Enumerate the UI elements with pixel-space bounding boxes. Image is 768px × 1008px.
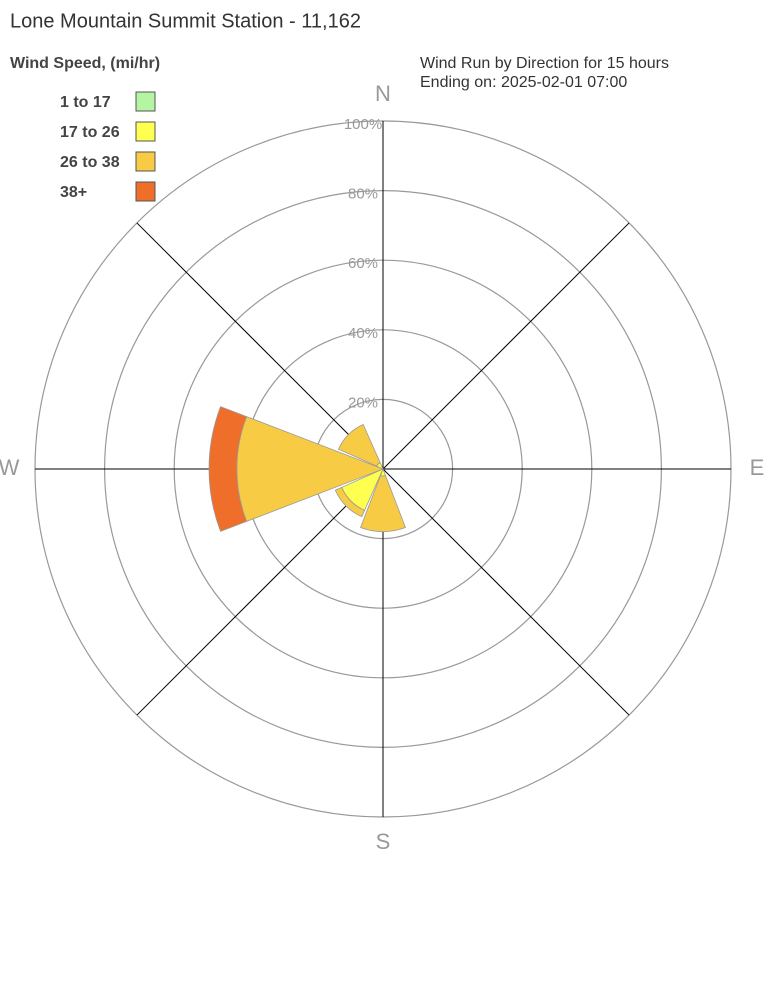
spoke — [382, 222, 630, 470]
r-tick-label: 20% — [348, 394, 378, 411]
legend-swatch — [135, 91, 156, 112]
legend-label: 38+ — [60, 184, 87, 201]
direction-label: W — [0, 455, 20, 480]
r-tick-label: 40% — [348, 325, 378, 342]
legend-swatch — [135, 151, 156, 172]
legend-label: 1 to 17 — [60, 94, 111, 111]
legend-swatch — [135, 181, 156, 202]
subtitle: Wind Run by Direction for 15 hours — [420, 55, 669, 72]
direction-label: N — [375, 81, 391, 106]
r-tick-label: 60% — [348, 255, 378, 272]
spoke — [136, 222, 384, 470]
legend-label: 26 to 38 — [60, 154, 120, 171]
r-tick-label: 100% — [344, 116, 382, 133]
r-tick-label: 80% — [348, 186, 378, 203]
subtitle: Ending on: 2025-02-01 07:00 — [420, 74, 627, 91]
direction-label: S — [376, 829, 391, 854]
wedge — [337, 423, 381, 467]
wedge — [334, 486, 366, 518]
legend-title: Wind Speed, (mi/hr) — [10, 55, 160, 72]
wedge — [360, 474, 406, 532]
wedge — [208, 406, 248, 532]
spoke — [382, 468, 630, 716]
chart-title: Lone Mountain Summit Station - 11,162 — [10, 10, 361, 32]
legend-swatch — [135, 121, 156, 142]
spoke — [136, 468, 384, 716]
direction-label: E — [750, 455, 765, 480]
legend-label: 17 to 26 — [60, 124, 120, 141]
